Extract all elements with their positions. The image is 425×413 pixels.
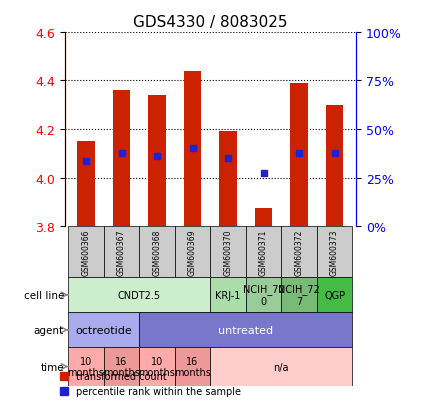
Text: GSM600369: GSM600369 xyxy=(188,229,197,275)
FancyBboxPatch shape xyxy=(139,227,175,278)
FancyBboxPatch shape xyxy=(68,313,139,348)
Text: CNDT2.5: CNDT2.5 xyxy=(118,290,161,300)
Bar xyxy=(77,142,95,227)
Bar xyxy=(255,209,272,227)
Text: GSM600372: GSM600372 xyxy=(295,229,303,275)
Text: KRJ-1: KRJ-1 xyxy=(215,290,241,300)
FancyBboxPatch shape xyxy=(68,227,104,278)
Text: NCIH_72
7: NCIH_72 7 xyxy=(278,284,320,306)
Text: agent: agent xyxy=(34,325,64,335)
Text: GSM600368: GSM600368 xyxy=(153,229,162,275)
Text: GSM600367: GSM600367 xyxy=(117,229,126,275)
FancyBboxPatch shape xyxy=(281,227,317,278)
Bar xyxy=(219,132,237,227)
Bar xyxy=(148,96,166,227)
Text: GSM600370: GSM600370 xyxy=(224,229,232,275)
FancyBboxPatch shape xyxy=(175,227,210,278)
FancyBboxPatch shape xyxy=(246,278,281,313)
FancyBboxPatch shape xyxy=(175,348,210,386)
Bar xyxy=(326,105,343,227)
FancyBboxPatch shape xyxy=(104,348,139,386)
FancyBboxPatch shape xyxy=(68,348,104,386)
FancyBboxPatch shape xyxy=(210,227,246,278)
Bar xyxy=(290,83,308,227)
FancyBboxPatch shape xyxy=(210,348,352,386)
Text: untreated: untreated xyxy=(218,325,273,335)
FancyBboxPatch shape xyxy=(246,227,281,278)
Text: GSM600366: GSM600366 xyxy=(82,229,91,275)
Title: GDS4330 / 8083025: GDS4330 / 8083025 xyxy=(133,15,288,30)
Text: 10
months: 10 months xyxy=(68,356,105,377)
FancyBboxPatch shape xyxy=(317,278,352,313)
Text: NCIH_72
0: NCIH_72 0 xyxy=(243,284,284,306)
Bar xyxy=(184,71,201,227)
Text: time: time xyxy=(40,362,64,372)
FancyBboxPatch shape xyxy=(139,348,175,386)
Text: QGP: QGP xyxy=(324,290,345,300)
Text: n/a: n/a xyxy=(274,362,289,372)
Text: GSM600371: GSM600371 xyxy=(259,229,268,275)
FancyBboxPatch shape xyxy=(210,278,246,313)
FancyBboxPatch shape xyxy=(281,278,317,313)
FancyBboxPatch shape xyxy=(68,278,210,313)
Legend: transformed count, percentile rank within the sample: transformed count, percentile rank withi… xyxy=(55,368,245,400)
FancyBboxPatch shape xyxy=(139,313,352,348)
Text: GSM600373: GSM600373 xyxy=(330,229,339,275)
Text: 10
months: 10 months xyxy=(139,356,176,377)
Bar xyxy=(113,91,130,227)
Text: 16
months: 16 months xyxy=(174,356,211,377)
FancyBboxPatch shape xyxy=(104,227,139,278)
Text: octreotide: octreotide xyxy=(75,325,132,335)
Text: 16
months: 16 months xyxy=(103,356,140,377)
Text: cell line: cell line xyxy=(24,290,64,300)
FancyBboxPatch shape xyxy=(317,227,352,278)
